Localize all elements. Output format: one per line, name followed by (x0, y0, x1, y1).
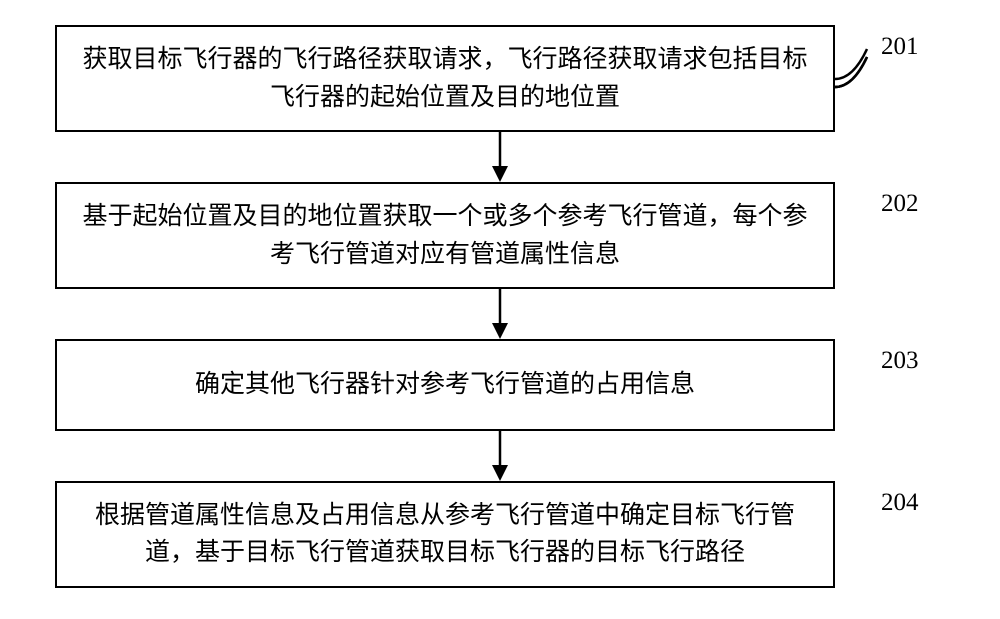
step-text: 获取目标飞行器的飞行路径获取请求，飞行路径获取请求包括目标飞行器的起始位置及目的… (77, 41, 813, 116)
step-box-202: 基于起始位置及目的地位置获取一个或多个参考飞行管道，每个参考飞行管道对应有管道属… (55, 182, 835, 289)
step-label-204: 204 (881, 481, 919, 517)
step-row-204: 根据管道属性信息及占用信息从参考飞行管道中确定目标飞行管道，基于目标飞行管道获取… (55, 481, 945, 588)
step-text: 根据管道属性信息及占用信息从参考飞行管道中确定目标飞行管道，基于目标飞行管道获取… (77, 497, 813, 572)
callout-curve-201 (833, 55, 893, 115)
step-text: 确定其他飞行器针对参考飞行管道的占用信息 (195, 366, 695, 404)
step-row-203: 确定其他飞行器针对参考飞行管道的占用信息 203 (55, 339, 945, 431)
step-label-201: 201 (881, 25, 919, 61)
flowchart-container: 获取目标飞行器的飞行路径获取请求，飞行路径获取请求包括目标飞行器的起始位置及目的… (55, 25, 945, 588)
arrow-201-202 (110, 132, 890, 182)
step-row-201: 获取目标飞行器的飞行路径获取请求，飞行路径获取请求包括目标飞行器的起始位置及目的… (55, 25, 945, 132)
arrow-203-204 (110, 431, 890, 481)
arrow-202-203 (110, 289, 890, 339)
step-label-202: 202 (881, 182, 919, 218)
step-box-204: 根据管道属性信息及占用信息从参考飞行管道中确定目标飞行管道，基于目标飞行管道获取… (55, 481, 835, 588)
step-box-203: 确定其他飞行器针对参考飞行管道的占用信息 (55, 339, 835, 431)
step-text: 基于起始位置及目的地位置获取一个或多个参考飞行管道，每个参考飞行管道对应有管道属… (77, 198, 813, 273)
step-label-203: 203 (881, 339, 919, 375)
step-box-201: 获取目标飞行器的飞行路径获取请求，飞行路径获取请求包括目标飞行器的起始位置及目的… (55, 25, 835, 132)
step-row-202: 基于起始位置及目的地位置获取一个或多个参考飞行管道，每个参考飞行管道对应有管道属… (55, 182, 945, 289)
